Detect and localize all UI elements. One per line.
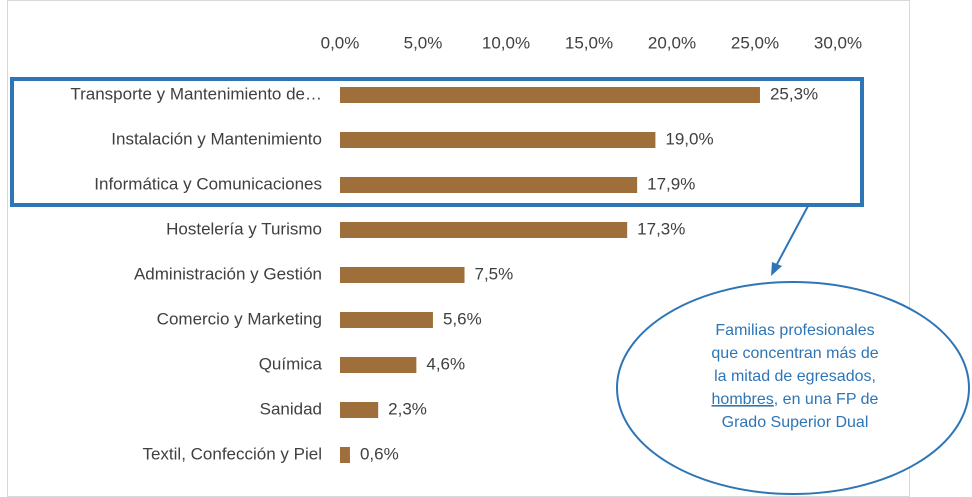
- y-tick-label: Instalación y Mantenimiento: [111, 129, 322, 148]
- bar: [340, 87, 760, 103]
- data-label: 2,3%: [388, 399, 427, 418]
- annotation-text: , en una FP de: [774, 391, 879, 408]
- callout-arrow: [771, 262, 782, 276]
- data-label: 4,6%: [426, 354, 465, 373]
- y-tick-label: Transporte y Mantenimiento de…: [70, 84, 322, 103]
- data-label: 25,3%: [770, 84, 818, 103]
- x-tick-label: 15,0%: [565, 33, 613, 52]
- data-label: 7,5%: [475, 264, 514, 283]
- bar: [340, 447, 350, 463]
- y-tick-label: Química: [259, 354, 323, 373]
- y-tick-label: Hostelería y Turismo: [166, 219, 322, 238]
- y-tick-label: Administración y Gestión: [134, 264, 322, 283]
- y-tick-label: Sanidad: [260, 399, 322, 418]
- data-label: 19,0%: [665, 129, 713, 148]
- highlight-box: [10, 77, 864, 207]
- data-label: 0,6%: [360, 444, 399, 463]
- annotation-line: hombres, en una FP de: [712, 391, 879, 408]
- annotation-line: Grado Superior Dual: [722, 414, 869, 431]
- bar: [340, 402, 379, 418]
- x-tick-label: 5,0%: [404, 33, 443, 52]
- callout-line: [775, 205, 809, 267]
- bar: [340, 222, 628, 238]
- bar: [340, 177, 638, 193]
- y-tick-label: Textil, Confección y Piel: [142, 444, 322, 463]
- annotation-emphasis: hombres: [712, 391, 774, 408]
- y-tick-label: Informática y Comunicaciones: [94, 174, 322, 193]
- x-tick-label: 25,0%: [731, 33, 779, 52]
- data-label: 5,6%: [443, 309, 482, 328]
- annotation-line: la mitad de egresados,: [714, 368, 876, 385]
- data-label: 17,3%: [637, 219, 685, 238]
- annotation-line: Familias profesionales: [715, 322, 874, 339]
- callout-ellipse: [616, 281, 970, 495]
- x-tick-label: 10,0%: [482, 33, 530, 52]
- bar: [340, 357, 417, 373]
- bar: [340, 132, 656, 148]
- annotation-line: que concentran más de: [711, 345, 878, 362]
- bar: [340, 267, 465, 283]
- x-tick-label: 20,0%: [648, 33, 696, 52]
- bar: [340, 312, 433, 328]
- x-tick-label: 0,0%: [321, 33, 360, 52]
- data-label: 17,9%: [647, 174, 695, 193]
- x-tick-label: 30,0%: [814, 33, 862, 52]
- y-tick-label: Comercio y Marketing: [157, 309, 322, 328]
